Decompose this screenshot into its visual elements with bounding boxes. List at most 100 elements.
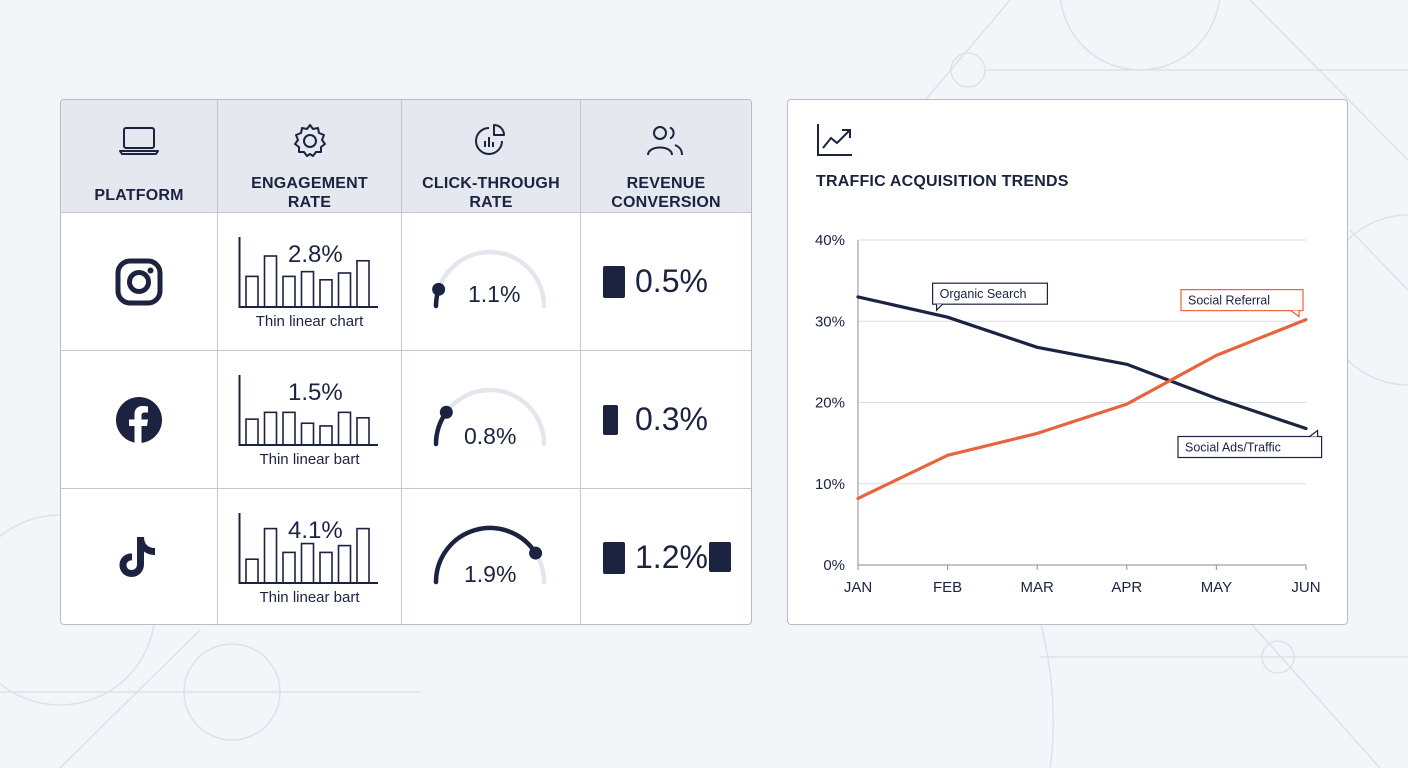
ctr-cell: 1.9% [402,489,581,624]
header-cell: CLICK-THROUGH RATE [402,100,581,213]
revenue-value: 0.5% [635,263,708,299]
chart-title: TRAFFIC ACQUISITION TRENDS [816,173,1069,190]
revenue-block [709,542,731,572]
y-tick-label: 10% [815,476,845,493]
x-tick-label: JAN [844,579,872,596]
engagement-cell: 4.1% Thin linear bart [218,489,402,624]
revenue-value: 0.3% [635,401,708,437]
engagement-bar [263,411,278,446]
revenue-cell: 1.2% [581,489,751,624]
engagement-mini-bar-chart [238,513,378,584]
ctr-gauge [433,387,547,447]
engagement-bar [282,411,296,446]
engagement-bar [319,551,333,584]
y-tick-label: 40% [815,232,845,249]
engagement-bar [300,542,315,584]
engagement-bar [245,418,259,446]
header-cell: ENGAGEMENT RATE [218,100,402,213]
callout-label: Organic Search [940,287,1027,301]
gauge-knob [529,546,543,560]
ctr-value: 1.9% [464,561,517,587]
engagement-mini-bar-chart [238,375,378,446]
platform-metrics-table: PLATFORM ENGAGEMENT RATE CLICK-THROUGH RAT… [60,99,752,625]
series-callout: Organic Search [932,282,1049,312]
engagement-bar [263,527,278,584]
trending-up-icon [817,124,852,156]
revenue-cell: 0.5% [581,213,751,351]
engagement-cell: 2.8% Thin linear chart [218,213,402,351]
gauge-knob [432,282,446,296]
platform-cell [61,213,218,351]
x-tick-label: MAR [1021,579,1055,596]
engagement-bar [245,558,259,584]
y-tick-label: 30% [815,313,845,330]
engagement-bar [319,425,333,446]
engagement-caption: Thin linear chart [255,313,364,330]
series-callout: Social Ads/Traffic [1177,429,1323,459]
column-header: REVENUE CONVERSION [611,175,721,211]
engagement-caption: Thin linear bart [259,589,360,606]
header-cell: PLATFORM [61,100,218,213]
engagement-caption: Thin linear bart [259,451,360,468]
x-tick-label: JUN [1291,579,1320,596]
engagement-bar [337,544,352,584]
engagement-bar [356,416,370,446]
engagement-bar [300,270,315,308]
platform-cell [61,489,218,624]
callout-label: Social Referral [1188,294,1270,308]
revenue-value: 1.2% [635,539,708,575]
series-line-social-referral [856,318,1308,500]
ctr-cell: 1.1% [402,213,581,351]
header-cell: REVENUE CONVERSION [581,100,751,213]
engagement-mini-bar-chart [238,237,378,308]
engagement-value: 1.5% [288,379,343,406]
tiktok-icon [119,536,155,577]
gauge-track [433,249,547,309]
revenue-cell: 0.3% [581,351,751,489]
y-tick-label: 20% [815,395,845,412]
x-tick-label: MAY [1201,579,1232,596]
facebook-icon [116,396,162,443]
series-callout: Social Referral [1180,289,1304,318]
ctr-value: 1.1% [468,281,521,307]
x-tick-label: APR [1111,579,1142,596]
series-line-organic-search [856,295,1308,431]
traffic-trends-card: TRAFFIC ACQUISITION TRENDS 0% 10% 20% 30% 40… [787,99,1348,625]
ctr-gauge [432,249,547,309]
revenue-block [603,542,625,574]
engagement-bar [282,551,296,584]
traffic-line-chart: 0% 10% 20% 30% 40% JAN FEB MAR APR MAY JUN Organic … [815,232,1323,596]
engagement-cell: 1.5% Thin linear bart [218,351,402,489]
engagement-value: 2.8% [288,241,343,268]
engagement-bar [356,527,370,584]
instagram-icon [115,258,163,305]
callout-label: Social Ads/Traffic [1185,441,1281,455]
x-tick-label: FEB [933,579,962,596]
engagement-bar [356,259,370,308]
engagement-bar [300,422,315,446]
gauge-knob [439,405,453,419]
engagement-bar [245,275,259,308]
engagement-value: 4.1% [288,517,343,544]
revenue-block [603,266,625,298]
pie-chart-icon [475,124,505,155]
platform-cell [61,351,218,489]
engagement-bar [263,255,278,308]
users-icon [647,126,683,156]
engagement-bar [282,275,296,308]
revenue-block [603,405,618,435]
ctr-value: 0.8% [464,423,517,449]
column-header: CLICK-THROUGH RATE [422,175,560,211]
ctr-cell: 0.8% [402,351,581,489]
gauge-fill [433,525,538,585]
gear-icon [293,124,326,157]
engagement-bar [337,411,352,446]
laptop-icon [119,127,159,155]
engagement-bar [337,272,352,308]
engagement-bar [319,278,333,308]
ctr-gauge [433,525,547,585]
y-tick-label: 0% [823,557,845,574]
column-header: PLATFORM [94,187,184,204]
column-header: ENGAGEMENT RATE [251,175,368,211]
